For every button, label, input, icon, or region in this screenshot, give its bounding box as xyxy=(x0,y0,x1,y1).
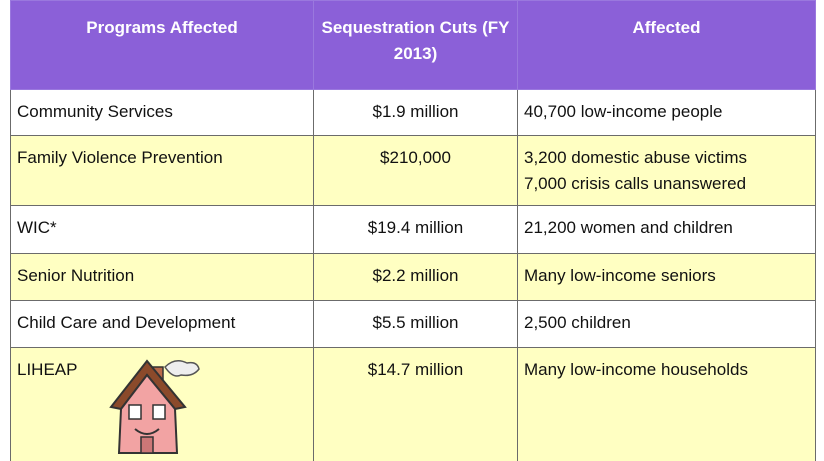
table-cell: Child Care and Development xyxy=(10,300,314,348)
table-row: Senior Nutrition $2.2 million Many low-inc… xyxy=(10,253,816,301)
table-cell: 21,200 women and children xyxy=(517,205,816,254)
table-body: Community Services $1.9 million 40,700 low… xyxy=(10,89,816,461)
table-cell: $19.4 million xyxy=(313,205,518,254)
table-cell: $5.5 million xyxy=(313,300,518,348)
table-cell: 40,700 low-income people xyxy=(517,89,816,136)
header-cell: Programs Affected xyxy=(10,0,314,90)
table-row: Family Violence Prevention $210,000 3,200 … xyxy=(10,135,816,206)
cuts-table: Programs Affected Sequestration Cuts (FY … xyxy=(10,0,816,461)
table-cell: WIC* xyxy=(10,205,314,254)
table-row: WIC* $19.4 million 21,200 women and childr… xyxy=(10,205,816,254)
table-cell: Senior Nutrition xyxy=(10,253,314,301)
table-row: Child Care and Development $5.5 million 2,… xyxy=(10,300,816,348)
cell-line: Many low-income households xyxy=(524,360,748,379)
table-cell: Community Services xyxy=(10,89,314,136)
header-row: Programs Affected Sequestration Cuts (FY … xyxy=(10,0,816,90)
table-cell: $2.2 million xyxy=(313,253,518,301)
table-cell: $14.7 million xyxy=(313,347,518,461)
table-cell: Family Violence Prevention xyxy=(10,135,314,206)
cell-line: Many low-income seniors xyxy=(524,266,716,285)
cell-line: 3,200 domestic abuse victims xyxy=(524,148,747,167)
table-cell: Many low-income households xyxy=(517,347,816,461)
cell-line: 21,200 women and children xyxy=(524,218,733,237)
table-cell: $1.9 million xyxy=(313,89,518,136)
header-cell: Affected xyxy=(517,0,816,90)
table-cell: Many low-income seniors xyxy=(517,253,816,301)
table-cell: $210,000 xyxy=(313,135,518,206)
house-clipart xyxy=(109,359,200,454)
table-cell: 3,200 domestic abuse victims 7,000 crisis… xyxy=(517,135,816,206)
table-row: Community Services $1.9 million 40,700 low… xyxy=(10,89,816,136)
table-cell: 2,500 children xyxy=(517,300,816,348)
cell-line: 2,500 children xyxy=(524,313,631,332)
cell-line: 7,000 crisis calls unanswered xyxy=(524,174,747,193)
header-cell: Sequestration Cuts (FY 2013) xyxy=(313,0,518,90)
cell-line: 40,700 low-income people xyxy=(524,102,723,121)
